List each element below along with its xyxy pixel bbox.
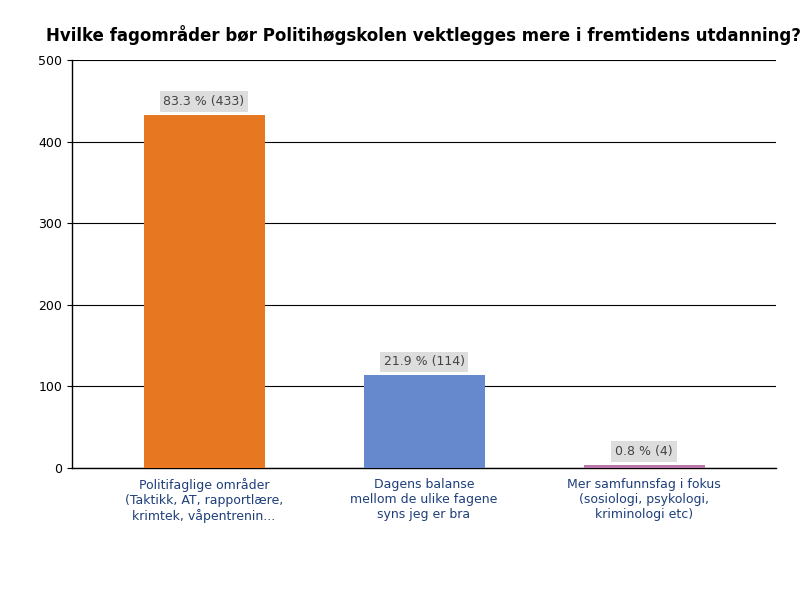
Bar bbox=[363, 375, 485, 468]
Bar bbox=[143, 115, 265, 468]
Bar bbox=[583, 465, 705, 468]
Text: 0.8 % (4): 0.8 % (4) bbox=[615, 445, 673, 458]
Title: Hvilke fagområder bør Politihøgskolen vektlegges mere i fremtidens utdanning?: Hvilke fagområder bør Politihøgskolen ve… bbox=[46, 25, 800, 44]
Text: 21.9 % (114): 21.9 % (114) bbox=[383, 355, 465, 368]
Text: 83.3 % (433): 83.3 % (433) bbox=[163, 95, 245, 108]
